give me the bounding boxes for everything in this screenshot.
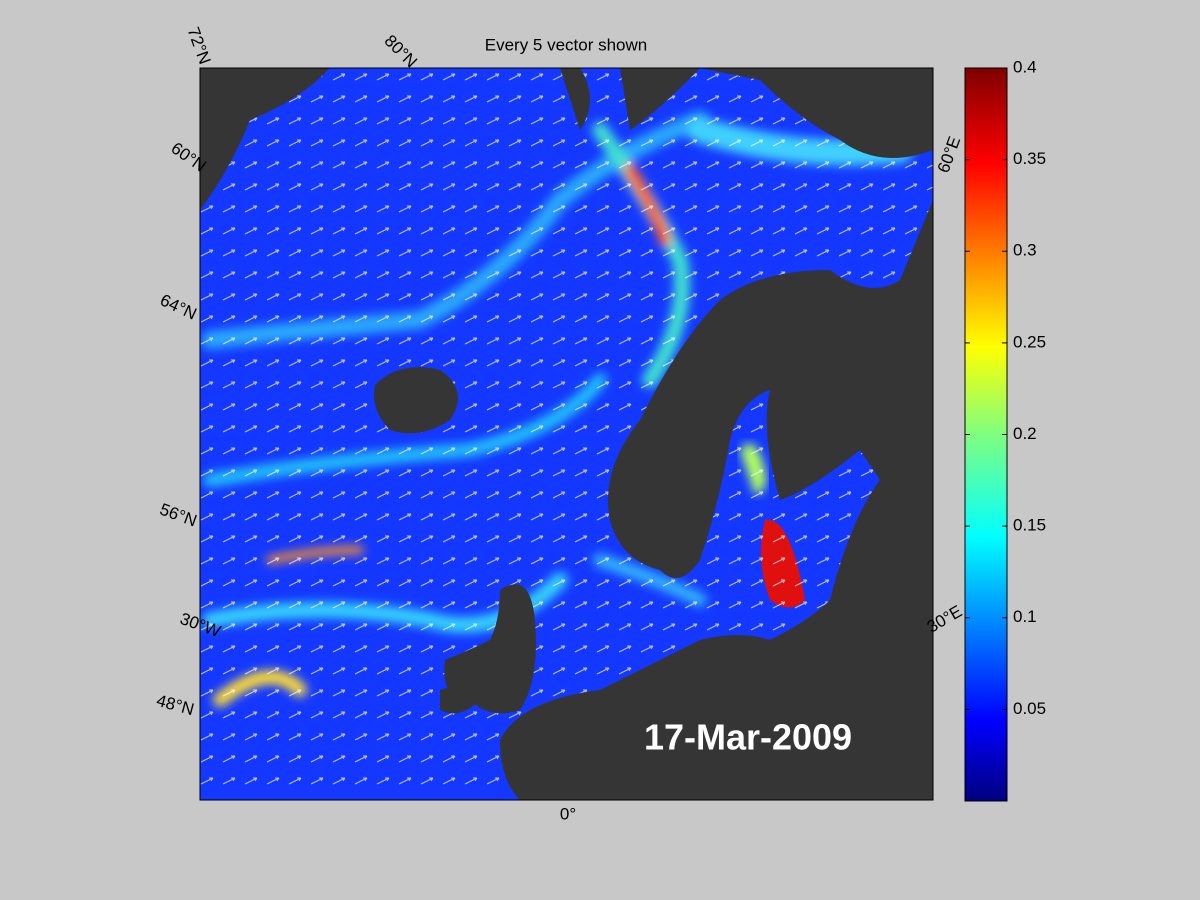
colorbar-tick-label: 0.2 — [1013, 424, 1037, 443]
map — [200, 68, 933, 800]
graticule-label: 60°E — [934, 134, 965, 175]
colorbar-tick-label: 0.4 — [1013, 57, 1037, 76]
graticule-label: 48°N — [154, 691, 196, 719]
colorbar-tick-label: 0.05 — [1013, 699, 1046, 718]
graticule-label: 56°N — [157, 500, 199, 531]
date: 17-Mar-2009 — [644, 717, 852, 758]
colorbar-tick-label: 0.25 — [1013, 332, 1046, 351]
colorbar-tick-label: 0.35 — [1013, 149, 1046, 168]
graticule-label: 80°N — [381, 31, 421, 71]
colorbar-axis: 0.05 0.1 0.15 0.2 0.25 0.3 0.35 0.4 — [965, 57, 1046, 718]
colorbar-tick-label: 0.3 — [1013, 241, 1037, 260]
map-frame — [199, 67, 934, 801]
colorbar-tick-label: 0.1 — [1013, 607, 1037, 626]
graticule-label: 64°N — [157, 290, 199, 323]
graticule-label: 0° — [560, 804, 576, 823]
title: Every 5 vector shown — [485, 35, 648, 54]
colorbar-tick-label: 0.15 — [1013, 516, 1046, 535]
graticule-label: 72°N — [184, 25, 215, 67]
colorbar — [964, 67, 1008, 802]
